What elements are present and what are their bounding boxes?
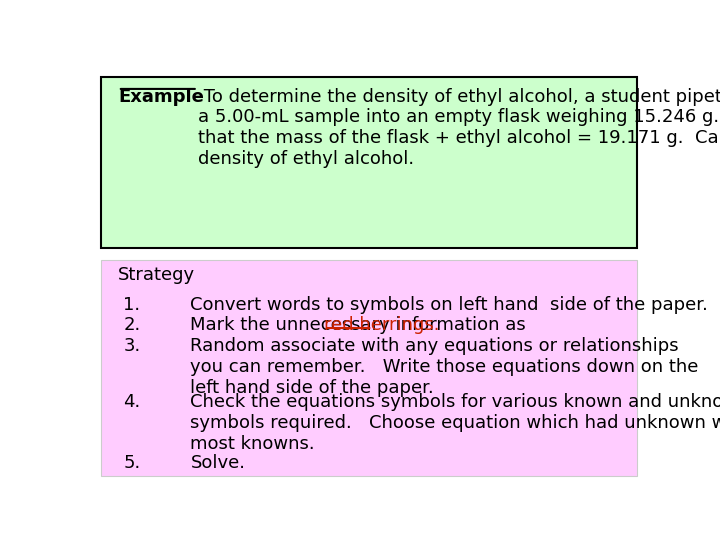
Text: Example: Example: [118, 87, 204, 106]
Text: 4.: 4.: [124, 393, 140, 411]
Text: 2.: 2.: [124, 316, 140, 334]
Text: red herrings.: red herrings.: [324, 316, 439, 334]
Text: To determine the density of ethyl alcohol, a student pipets
a 5.00-mL sample int: To determine the density of ethyl alcoho…: [198, 87, 720, 168]
Text: Random associate with any equations or relationships
you can remember.   Write t: Random associate with any equations or r…: [190, 337, 699, 397]
FancyBboxPatch shape: [101, 77, 637, 248]
Text: Solve.: Solve.: [190, 454, 246, 471]
Text: Strategy: Strategy: [118, 266, 195, 285]
Text: 1.: 1.: [124, 295, 140, 314]
Text: Mark the unnecessary information as: Mark the unnecessary information as: [190, 316, 532, 334]
Text: 5.: 5.: [124, 454, 140, 471]
Text: 3.: 3.: [124, 337, 140, 355]
Text: Convert words to symbols on left hand  side of the paper.: Convert words to symbols on left hand si…: [190, 295, 708, 314]
Text: Check the equations symbols for various known and unknown
symbols required.   Ch: Check the equations symbols for various …: [190, 393, 720, 453]
FancyBboxPatch shape: [101, 260, 637, 476]
